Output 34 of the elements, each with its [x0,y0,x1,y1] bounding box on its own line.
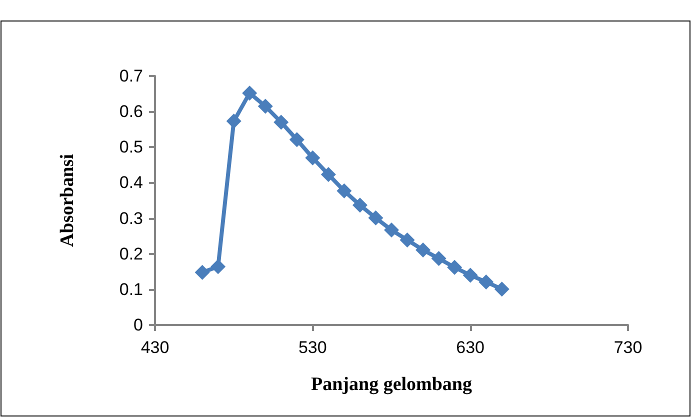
point [210,259,226,274]
point [352,198,368,213]
y-tick-label: 0.2 [119,244,143,264]
point [320,167,336,182]
point [258,98,273,114]
point [416,242,431,258]
x-tick-label: 530 [298,338,327,357]
y-tick-label: 0.3 [119,208,143,228]
y-tick-label: 0.5 [119,138,143,157]
point [226,114,242,129]
point [462,268,478,283]
y-tick-label: 0.7 [119,66,143,86]
point [242,86,258,101]
x-tick-label: 730 [614,338,642,357]
x-tick-label: 430 [140,338,170,357]
point [384,222,399,238]
y-tick-label: 0.1 [119,280,143,299]
x-tick-label: 630 [456,338,485,357]
point [494,282,510,297]
y-tick-label: 0.4 [119,173,143,192]
point [274,114,289,130]
point [336,183,352,198]
point [305,150,320,166]
y-axis-title: Absorbansi [57,154,78,247]
x-axis-title: Panjang gelombang [311,374,472,395]
y-tick-label: 0 [134,316,143,334]
y-tick-label: 0.6 [119,102,143,122]
point [431,250,446,266]
point [447,260,462,275]
point [194,264,210,280]
point [400,232,415,248]
point [289,132,304,148]
point [368,210,384,226]
point [478,274,494,290]
